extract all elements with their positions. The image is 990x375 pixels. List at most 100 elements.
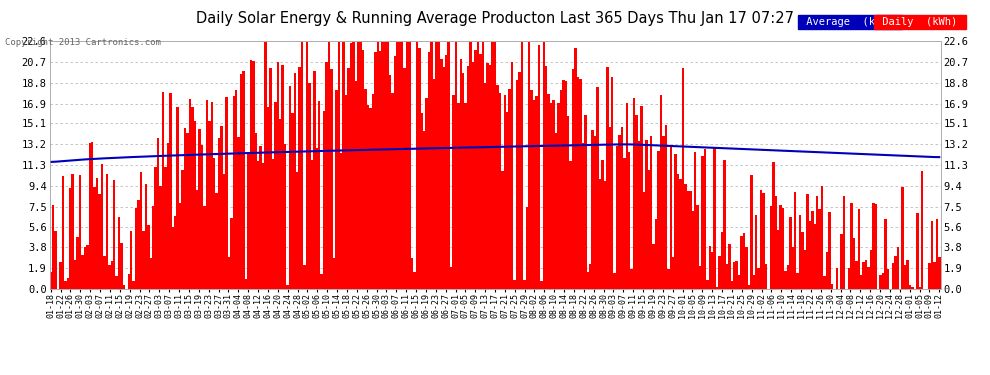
Bar	[797, 273, 799, 289]
Bar	[772, 162, 774, 289]
Bar	[619, 135, 621, 289]
Bar	[286, 285, 289, 289]
Bar	[504, 95, 506, 289]
Bar	[528, 42, 531, 289]
Bar	[884, 219, 887, 289]
Bar	[652, 244, 655, 289]
Bar	[664, 124, 667, 289]
Bar	[459, 59, 462, 289]
Bar	[614, 273, 616, 289]
Bar	[101, 164, 103, 289]
Bar	[69, 188, 71, 289]
Bar	[750, 175, 752, 289]
Bar	[156, 138, 159, 289]
Bar	[911, 287, 914, 289]
Bar	[416, 42, 418, 289]
Bar	[939, 257, 940, 289]
Bar	[821, 186, 824, 289]
Bar	[331, 69, 333, 289]
Bar	[321, 274, 323, 289]
Text: Average  (kWh): Average (kWh)	[800, 17, 900, 27]
Bar	[452, 95, 454, 289]
Bar	[316, 147, 318, 289]
Bar	[774, 196, 777, 289]
Bar	[801, 232, 804, 289]
Bar	[699, 266, 701, 289]
Bar	[149, 258, 152, 289]
Bar	[847, 268, 850, 289]
Bar	[569, 161, 572, 289]
Bar	[489, 66, 491, 289]
Bar	[747, 285, 750, 289]
Bar	[836, 267, 838, 289]
Bar	[689, 191, 691, 289]
Bar	[326, 62, 328, 289]
Bar	[74, 260, 76, 289]
Bar	[169, 93, 171, 289]
Bar	[371, 94, 374, 289]
Bar	[406, 42, 408, 289]
Bar	[511, 62, 513, 289]
Bar	[428, 53, 431, 289]
Bar	[574, 48, 577, 289]
Bar	[609, 127, 611, 289]
Bar	[584, 115, 586, 289]
Bar	[347, 68, 349, 289]
Bar	[201, 145, 203, 289]
Bar	[586, 272, 589, 289]
Bar	[745, 247, 747, 289]
Bar	[831, 284, 834, 289]
Bar	[313, 71, 316, 289]
Bar	[904, 266, 906, 289]
Bar	[226, 97, 228, 289]
Bar	[643, 192, 645, 289]
Bar	[184, 128, 186, 289]
Bar	[472, 62, 474, 289]
Bar	[386, 42, 389, 289]
Bar	[198, 129, 201, 289]
Bar	[399, 42, 401, 289]
Bar	[752, 275, 755, 289]
Bar	[696, 205, 699, 289]
Bar	[682, 68, 684, 289]
Bar	[221, 126, 223, 289]
Bar	[541, 281, 543, 289]
Bar	[491, 42, 494, 289]
Bar	[51, 205, 54, 289]
Bar	[159, 186, 161, 289]
Bar	[179, 203, 181, 289]
Bar	[349, 43, 352, 289]
Bar	[103, 256, 106, 289]
Bar	[433, 80, 436, 289]
Bar	[111, 261, 113, 289]
Bar	[638, 141, 641, 289]
Bar	[633, 98, 636, 289]
Bar	[869, 251, 872, 289]
Bar	[874, 204, 877, 289]
Bar	[516, 80, 518, 289]
Bar	[423, 131, 426, 289]
Bar	[826, 252, 829, 289]
Bar	[787, 265, 789, 289]
Bar	[733, 262, 736, 289]
Bar	[650, 136, 652, 289]
Bar	[203, 207, 206, 289]
Bar	[301, 42, 303, 289]
Bar	[274, 102, 276, 289]
Bar	[394, 56, 396, 289]
Bar	[421, 113, 423, 289]
Bar	[636, 115, 638, 289]
Bar	[391, 93, 394, 289]
Bar	[526, 207, 528, 289]
Bar	[577, 76, 579, 289]
Bar	[841, 234, 842, 289]
Bar	[84, 247, 86, 289]
Bar	[135, 208, 138, 289]
Bar	[299, 68, 301, 289]
Bar	[335, 90, 338, 289]
Bar	[216, 193, 218, 289]
Bar	[616, 146, 619, 289]
Bar	[130, 231, 133, 289]
Bar	[396, 42, 399, 289]
Bar	[931, 221, 934, 289]
